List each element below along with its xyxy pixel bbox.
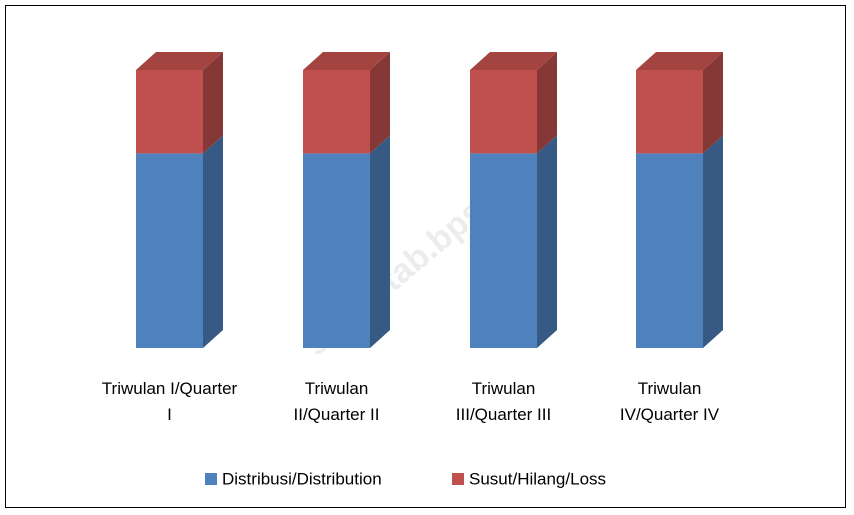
bar-side: [537, 135, 557, 348]
bar-side: [537, 52, 557, 154]
bar-segment: [136, 70, 203, 154]
bar-top: [303, 52, 390, 70]
x-tick-label: Triwulan IV/Quarter IV: [619, 379, 720, 424]
bar-side: [703, 52, 723, 154]
legend-label: Distribusi/Distribution: [222, 469, 382, 488]
bar-side: [703, 135, 723, 348]
bar-segment: [303, 70, 370, 154]
legend-label: Susut/Hilang/Loss: [469, 469, 606, 488]
bar-top: [636, 52, 723, 70]
bar-top: [470, 52, 557, 70]
bar-side: [370, 135, 390, 348]
bar-segment: [303, 153, 370, 348]
bar-segment: [470, 153, 537, 348]
bar-side: [203, 52, 223, 154]
bar-segment: [636, 153, 703, 348]
x-tick-label: Triwulan III/Quarter III: [455, 379, 552, 424]
legend-swatch: [205, 473, 217, 485]
bar-top: [136, 52, 223, 70]
bar-segment: [470, 70, 537, 154]
bar-side: [203, 135, 223, 348]
bar-segment: [136, 153, 203, 348]
chart-frame: [5, 5, 846, 508]
legend-swatch: [452, 473, 464, 485]
bar-side: [370, 52, 390, 154]
x-tick-label: Triwulan II/Quarter II: [293, 379, 380, 424]
bar-segment: [636, 70, 703, 154]
x-tick-label: Triwulan I/Quarter I: [101, 379, 238, 424]
